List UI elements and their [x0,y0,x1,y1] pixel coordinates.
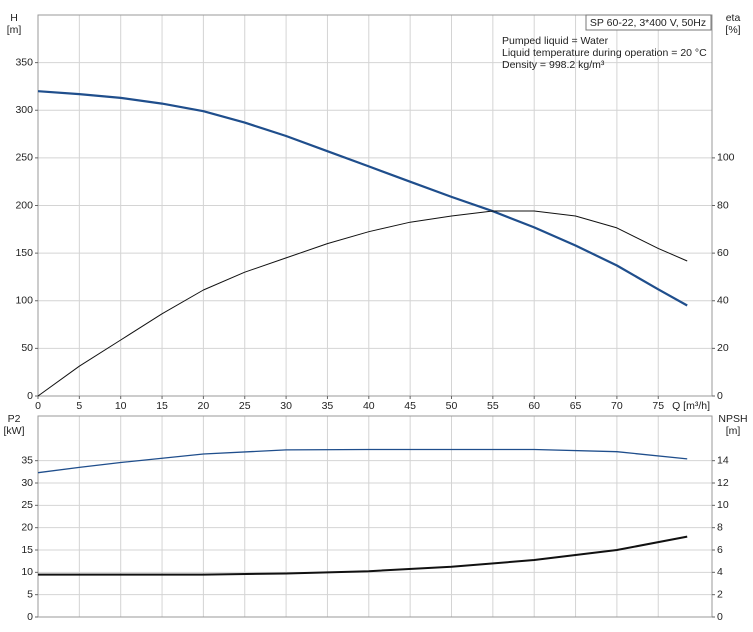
x-tick-label: 50 [446,400,458,412]
y-tick-label: 250 [15,152,33,164]
x-tick-label: 60 [528,400,540,412]
y-tick-label: 350 [15,56,33,68]
x-tick-label: 25 [239,400,251,412]
y2-tick-label: 8 [717,521,723,533]
y-tick-label: 25 [21,499,33,511]
y2-tick-label: 20 [717,342,729,354]
x-tick-label: 15 [156,400,168,412]
x-tick-label: 70 [611,400,623,412]
title-box [585,14,712,31]
x-tick-label: 30 [280,400,292,412]
y-tick-label: 35 [21,454,33,466]
y-tick-label: 0 [27,390,33,402]
plot-border [37,415,713,618]
y-axis-label: P2 [8,413,21,425]
curve [38,535,688,576]
y-tick-label: 0 [27,611,33,623]
y2-tick-label: 60 [717,247,729,259]
y-tick-label: 300 [15,104,33,116]
x-tick-label: 0 [35,400,41,412]
y2-axis-unit: [m] [726,425,741,437]
y2-axis-unit: [%] [725,24,740,36]
curve [37,448,688,474]
y2-tick-label: 100 [717,152,735,164]
y2-axis-label: eta [726,12,741,24]
x-tick-label: 5 [76,400,82,412]
x-tick-label: 35 [322,400,334,412]
curve [37,90,688,307]
x-tick-label: 10 [115,400,127,412]
y-axis-unit: [m] [7,24,22,36]
y2-tick-label: 4 [717,566,723,578]
x-tick-label: 55 [487,400,499,412]
y2-tick-label: 40 [717,295,729,307]
y2-tick-label: 12 [717,477,729,489]
y-tick-label: 10 [21,566,33,578]
y2-tick-label: 6 [717,544,723,556]
y-axis-unit: [kW] [4,425,25,437]
curve [37,210,688,397]
y-tick-label: 5 [27,588,33,600]
annotation: Liquid temperature during operation = 20… [502,47,707,59]
annotation: Density = 998.2 kg/m³ [502,59,605,71]
x-tick-label: 40 [363,400,375,412]
chart-title: SP 60-22, 3*400 V, 50Hz [590,17,706,29]
y-tick-label: 15 [21,544,33,556]
y2-tick-label: 0 [717,611,723,623]
y2-tick-label: 0 [717,390,723,402]
y-tick-label: 100 [15,295,33,307]
y-tick-label: 20 [21,521,33,533]
annotation: Pumped liquid = Water [502,35,609,47]
y-tick-label: 150 [15,247,33,259]
x-tick-label: 20 [198,400,210,412]
y2-axis-label: NPSH [718,413,747,425]
y2-tick-label: 80 [717,199,729,211]
y2-tick-label: 10 [717,499,729,511]
y-tick-label: 30 [21,477,33,489]
y-axis-label: H [10,12,18,24]
x-axis-label: Q [m³/h] [672,400,710,412]
y2-tick-label: 14 [717,454,729,466]
x-tick-label: 45 [404,400,416,412]
x-tick-label: 65 [570,400,582,412]
y-tick-label: 200 [15,199,33,211]
y2-tick-label: 2 [717,588,723,600]
y-tick-label: 50 [21,342,33,354]
x-tick-label: 75 [652,400,664,412]
